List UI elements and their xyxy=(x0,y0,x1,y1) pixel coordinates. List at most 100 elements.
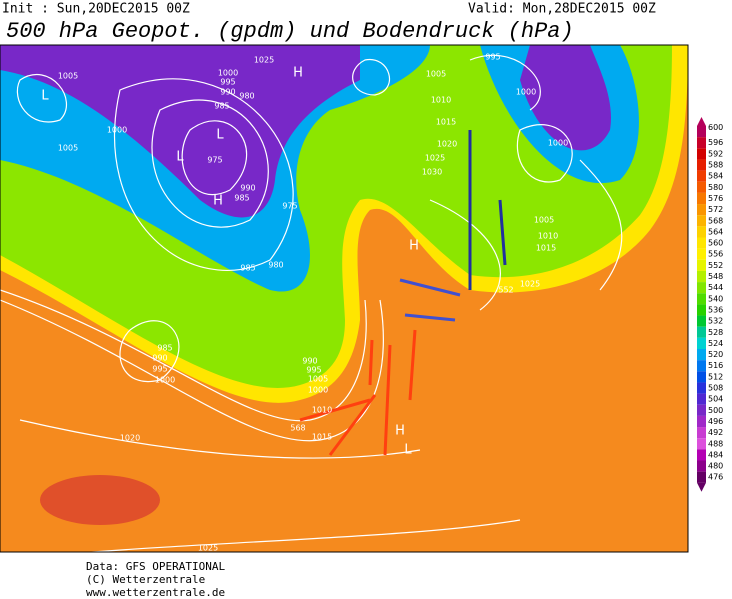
colorbar-label: 488 xyxy=(708,439,723,448)
colorbar-label: 528 xyxy=(708,328,723,337)
colorbar-swatch xyxy=(697,360,706,372)
contour-label: 1025 xyxy=(425,154,445,163)
contour-label: 980 xyxy=(268,261,283,270)
pressure-center: L xyxy=(41,89,49,104)
pressure-center: L xyxy=(404,443,412,458)
colorbar-label: 600 xyxy=(708,123,723,132)
colorbar-label: 532 xyxy=(708,317,723,326)
colorbar-swatch xyxy=(697,371,706,383)
colorbar-label: 548 xyxy=(708,272,723,281)
pressure-center: L xyxy=(176,150,184,165)
colorbar-swatch xyxy=(697,393,706,405)
contour-label: 1005 xyxy=(426,70,446,79)
contour-label: 1005 xyxy=(534,216,554,225)
pressure-center: H xyxy=(409,239,419,254)
contour-label: 1010 xyxy=(538,232,558,241)
contour-label: 1015 xyxy=(536,244,556,253)
colorbar-label: 512 xyxy=(708,372,723,381)
valid-time: Valid: Mon,28DEC2015 00Z xyxy=(468,2,656,17)
colorbar-swatch xyxy=(697,382,706,394)
colorbar-label: 584 xyxy=(708,172,723,181)
contour-label: 1010 xyxy=(431,96,451,105)
colorbar-swatch xyxy=(697,215,706,227)
colorbar-swatch xyxy=(697,270,706,283)
colorbar-swatch xyxy=(697,449,706,461)
pressure-center: L xyxy=(216,128,224,143)
contour-label: 990 xyxy=(152,354,167,363)
footer-copyright: (C) Wetterzentrale xyxy=(86,573,205,586)
contour-label: 1005 xyxy=(58,72,78,81)
contour-label: 568 xyxy=(290,424,305,433)
contour-label: 1025 xyxy=(520,280,540,289)
colorbar-label: 564 xyxy=(708,227,723,236)
contour-label: 1015 xyxy=(312,433,332,442)
colorbar-label: 576 xyxy=(708,194,723,203)
colorbar-tip-top xyxy=(697,117,706,126)
contour-label: 990 xyxy=(240,184,255,193)
colorbar-label: 484 xyxy=(708,450,723,459)
colorbar-swatch xyxy=(697,326,706,338)
colorbar-label: 540 xyxy=(708,294,723,303)
colorbar-swatch xyxy=(697,159,706,171)
contour-label: 985 xyxy=(157,344,172,353)
footer-source: Data: GFS OPERATIONAL xyxy=(86,560,225,573)
colorbar-label: 520 xyxy=(708,350,723,359)
colorbar-swatch xyxy=(697,237,706,249)
contour-label: 1000 xyxy=(516,88,536,97)
contour-label: 975 xyxy=(282,202,297,211)
map-title: 500 hPa Geopot. (gpdm) und Bodendruck (h… xyxy=(6,19,574,44)
map xyxy=(0,45,688,552)
contour-label: 1025 xyxy=(198,544,218,553)
contour-label: 552 xyxy=(498,286,513,295)
colorbar-swatch xyxy=(697,315,706,327)
contour-label: 975 xyxy=(207,156,222,165)
colorbar-label: 560 xyxy=(708,239,723,248)
colorbar-label: 556 xyxy=(708,250,723,259)
pressure-center: H xyxy=(293,66,303,81)
colorbar-label: 504 xyxy=(708,395,723,404)
colorbar-label: 580 xyxy=(708,183,723,192)
arrows xyxy=(299,130,507,456)
colorbar-swatch xyxy=(697,460,706,472)
colorbar-swatch xyxy=(697,337,706,349)
colorbar-label: 476 xyxy=(708,473,723,482)
band-purple xyxy=(0,45,360,218)
contour-label: 995 xyxy=(306,366,321,375)
colorbar-swatch xyxy=(697,415,706,428)
colorbar-tip-bottom xyxy=(697,482,706,492)
init-time: Init : Sun,20DEC2015 00Z xyxy=(2,2,190,17)
colorbar-swatch xyxy=(697,427,706,439)
colorbar-swatch xyxy=(697,226,706,238)
contour-label: 1030 xyxy=(422,168,442,177)
map-frame xyxy=(0,44,689,553)
contour-label: 1025 xyxy=(254,56,274,65)
contour-label: 985 xyxy=(240,264,255,273)
colorbar-label: 496 xyxy=(708,417,723,426)
colorbar-swatch xyxy=(697,148,706,160)
contour-label: 990 xyxy=(302,357,317,366)
colorbar-swatch xyxy=(697,438,706,450)
colorbar-swatch xyxy=(697,404,706,416)
colorbar-swatch xyxy=(697,259,706,271)
contour-label: 980 xyxy=(239,92,254,101)
pressure-center: H xyxy=(213,194,223,209)
contour-label: 1010 xyxy=(312,406,332,415)
colorbar-swatch xyxy=(697,181,706,193)
contour-label: 985 xyxy=(234,194,249,203)
colorbar-label: 596 xyxy=(708,138,723,147)
isobars xyxy=(0,54,623,552)
colorbar-label: 572 xyxy=(708,205,723,214)
colorbar-swatch xyxy=(697,137,706,149)
contour-label: 995 xyxy=(220,78,235,87)
colorbar-swatch xyxy=(697,248,706,260)
colorbar-swatch xyxy=(697,204,706,216)
contour-label: 995 xyxy=(485,53,500,62)
contour-label: 1015 xyxy=(436,118,456,127)
colorbar-label: 508 xyxy=(708,384,723,393)
colorbar-swatch xyxy=(697,471,706,483)
colorbar-label: 544 xyxy=(708,283,723,292)
contour-label: 1020 xyxy=(120,434,140,443)
colorbar-label: 552 xyxy=(708,261,723,270)
contour-label: 1005 xyxy=(58,144,78,153)
